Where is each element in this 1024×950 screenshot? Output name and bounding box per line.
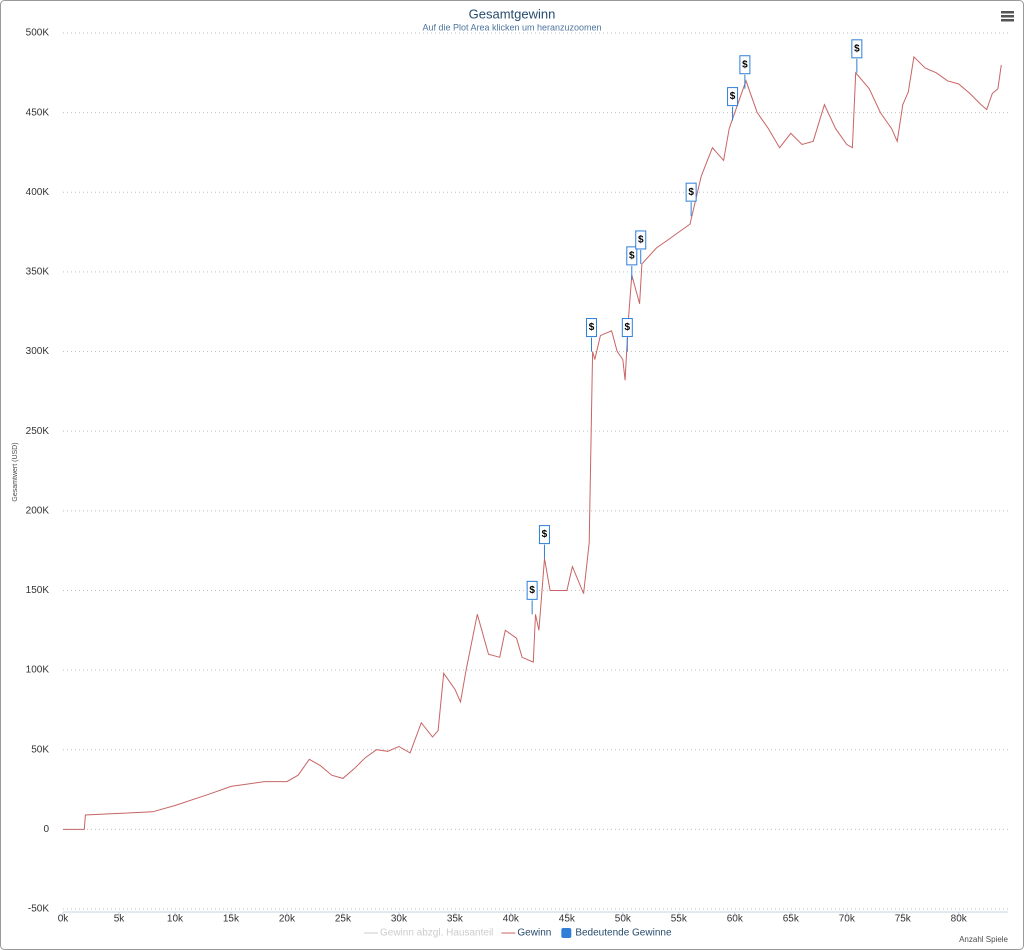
x-tick-label: 55k — [671, 914, 688, 925]
flag: $ — [685, 182, 697, 217]
flag-box — [621, 318, 633, 338]
legend-item[interactable]: Bedeutende Gewinne — [561, 928, 672, 939]
menu-button[interactable] — [998, 8, 1016, 24]
flag: $ — [526, 580, 538, 615]
flag-label: $ — [625, 322, 631, 333]
flag-label: $ — [688, 187, 694, 198]
x-tick-label: 40k — [503, 914, 520, 925]
flag-label: $ — [629, 251, 635, 262]
flag-box — [585, 318, 597, 338]
flag-box — [851, 39, 863, 59]
x-tick-label: 0k — [58, 914, 70, 925]
flag-box — [626, 246, 638, 266]
y-tick-label: 300K — [26, 346, 50, 357]
x-tick-label: 35k — [447, 914, 464, 925]
flag-label: $ — [730, 91, 736, 102]
flag: $ — [585, 318, 597, 352]
legend-symbol — [561, 928, 572, 938]
x-tick-label: 65k — [783, 914, 800, 925]
y-tick-label: 100K — [26, 665, 50, 676]
flag-box — [727, 87, 739, 107]
flag: $ — [851, 39, 863, 73]
y-tick-label: 450K — [26, 107, 50, 118]
menu-bar — [1001, 11, 1014, 14]
flag-label: $ — [542, 529, 548, 540]
y-tick-label: 150K — [26, 585, 50, 596]
flag-label: $ — [854, 43, 860, 54]
legend-label: Gewinn abzgl. Hausanteil — [380, 928, 493, 939]
x-tick-label: 75k — [895, 914, 912, 925]
y-tick-label: 400K — [26, 187, 50, 198]
flag: $ — [538, 525, 550, 559]
x-axis-title: Anzahl Spiele — [959, 935, 1008, 944]
flag: $ — [635, 230, 647, 264]
menu-bar — [1001, 15, 1014, 18]
x-tick-label: 20k — [279, 914, 296, 925]
flag-box — [685, 182, 697, 202]
y-tick-label: 350K — [26, 267, 50, 278]
y-tick-label: 200K — [26, 505, 50, 516]
x-tick-label: 15k — [223, 914, 240, 925]
flag-label: $ — [529, 585, 535, 596]
flag-label: $ — [638, 235, 644, 246]
y-axis-title: Gesamtwert (USD) — [12, 442, 19, 501]
flag-label: $ — [742, 59, 748, 70]
y-tick-label: 250K — [26, 426, 50, 437]
x-tick-label: 10k — [167, 914, 184, 925]
flag-box — [538, 525, 550, 545]
legend-item[interactable]: Gewinn — [501, 928, 551, 939]
x-tick-label: 50k — [615, 914, 632, 925]
flag: $ — [626, 246, 638, 280]
x-tick-label: 70k — [839, 914, 856, 925]
line-series — [63, 55, 1002, 830]
y-tick-label: 0 — [43, 824, 49, 835]
flag: $ — [621, 318, 633, 352]
x-tick-label: 30k — [391, 914, 408, 925]
x-tick-label: 5k — [114, 914, 126, 925]
y-tick-label: -50K — [28, 904, 49, 915]
chart-subtitle: Auf die Plot Area klicken um heranzuzoom… — [422, 22, 601, 32]
x-tick-label: 80k — [951, 914, 968, 925]
flag-box — [739, 55, 751, 75]
flag-label: $ — [589, 322, 595, 333]
legend-item[interactable]: Gewinn abzgl. Hausanteil — [364, 928, 493, 939]
menu-bar — [1001, 19, 1014, 22]
legend-label: Bedeutende Gewinne — [575, 928, 672, 939]
flag-box — [635, 230, 647, 250]
legend-label: Gewinn — [517, 928, 551, 939]
chart-title: Gesamtgewinn — [469, 6, 556, 21]
flag-box — [526, 580, 538, 600]
y-tick-label: 500K — [26, 28, 50, 39]
x-tick-label: 45k — [559, 914, 576, 925]
flag: $ — [727, 87, 739, 121]
x-tick-label: 25k — [335, 914, 352, 925]
y-tick-label: 50K — [31, 744, 49, 755]
x-tick-label: 60k — [727, 914, 744, 925]
flag: $ — [739, 55, 751, 89]
